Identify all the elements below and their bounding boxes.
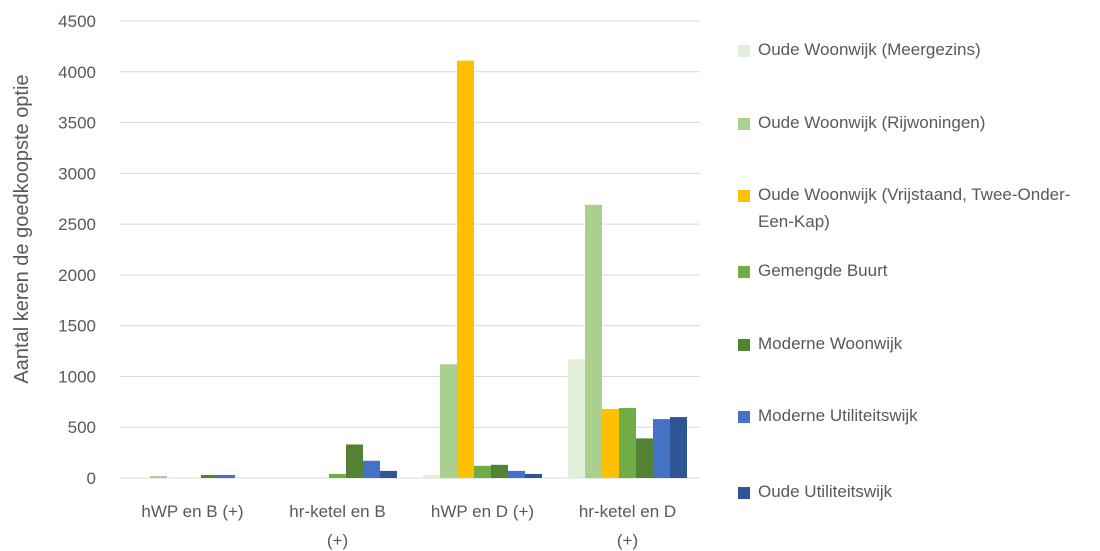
legend-label: Moderne Woonwijk — [758, 334, 903, 353]
legend-label: Moderne Utiliteitswijk — [758, 406, 918, 425]
legend-swatch — [738, 266, 750, 278]
bar — [440, 364, 457, 478]
legend-item: Oude Woonwijk (Vrijstaand, Twee-Onder-Ee… — [738, 185, 1100, 235]
bar — [201, 474, 218, 478]
legend-swatch — [738, 118, 750, 130]
legend-label: Oude Woonwijk (Vrijstaand, Twee-Onder-Ee… — [758, 185, 1071, 231]
bar — [329, 473, 346, 478]
legend-item: Moderne Utiliteitswijk — [738, 406, 1100, 429]
y-tick-label: 4000 — [58, 63, 96, 82]
legend-label: Oude Utiliteitswijk — [758, 482, 893, 501]
x-tick-label: (+) — [617, 531, 638, 550]
legend-label: Oude Woonwijk (Rijwoningen) — [758, 113, 986, 132]
bar — [150, 475, 167, 478]
y-tick-label: 3500 — [58, 114, 96, 133]
x-tick-label: (+) — [327, 531, 348, 550]
x-axis-ticks: hWP en B (+) hr-ketel en B (+) hWP en D (+)… — [141, 502, 676, 550]
legend-swatch — [738, 45, 750, 57]
legend-item: Oude Woonwijk (Meergezins) — [738, 40, 1100, 63]
legend-item: Moderne Woonwijk — [738, 334, 1100, 357]
bar — [218, 474, 235, 478]
x-tick-label: hWP en D (+) — [431, 502, 534, 521]
x-tick-label: hWP en B (+) — [141, 502, 243, 521]
bar — [380, 470, 397, 478]
bar — [525, 473, 542, 478]
y-tick-label: 500 — [68, 418, 96, 437]
bar — [568, 359, 585, 478]
y-tick-label: 3000 — [58, 164, 96, 183]
bar — [508, 470, 525, 478]
bar — [423, 474, 440, 478]
bar — [585, 204, 602, 478]
y-tick-label: 2000 — [58, 266, 96, 285]
bar — [474, 465, 491, 478]
bar — [491, 464, 508, 478]
bar — [457, 60, 474, 479]
y-tick-label: 1500 — [58, 317, 96, 336]
x-tick-label: hr-ketel en B — [289, 502, 385, 521]
legend-item: Gemengde Buurt — [738, 261, 1100, 284]
y-tick-label: 1000 — [58, 367, 96, 386]
legend-item: Oude Utiliteitswijk — [738, 482, 1100, 505]
bar — [653, 419, 670, 478]
y-axis-ticks: 0 500 1000 1500 2000 2500 3000 3500 4000 4500 — [58, 12, 96, 488]
bars — [150, 60, 687, 479]
legend-item: Oude Woonwijk (Rijwoningen) — [738, 113, 1100, 136]
legend-swatch — [738, 411, 750, 423]
bar — [619, 407, 636, 478]
legend: Oude Woonwijk (Meergezins) Oude Woonwijk … — [738, 0, 1100, 551]
y-tick-label: 2500 — [58, 215, 96, 234]
legend-swatch — [738, 487, 750, 499]
y-tick-label: 4500 — [58, 12, 96, 31]
bar — [346, 444, 363, 478]
legend-swatch — [738, 190, 750, 202]
legend-label: Gemengde Buurt — [758, 261, 888, 280]
legend-swatch — [738, 339, 750, 351]
y-tick-label: 0 — [87, 469, 96, 488]
bar — [363, 460, 380, 478]
gridlines — [120, 20, 700, 479]
legend-label: Oude Woonwijk (Meergezins) — [758, 40, 981, 59]
bar — [670, 417, 687, 478]
bar — [636, 438, 653, 478]
bar — [602, 408, 619, 478]
x-tick-label: hr-ketel en D — [579, 502, 676, 521]
y-axis-label: Aantal keren de goedkoopste optie — [11, 74, 33, 383]
